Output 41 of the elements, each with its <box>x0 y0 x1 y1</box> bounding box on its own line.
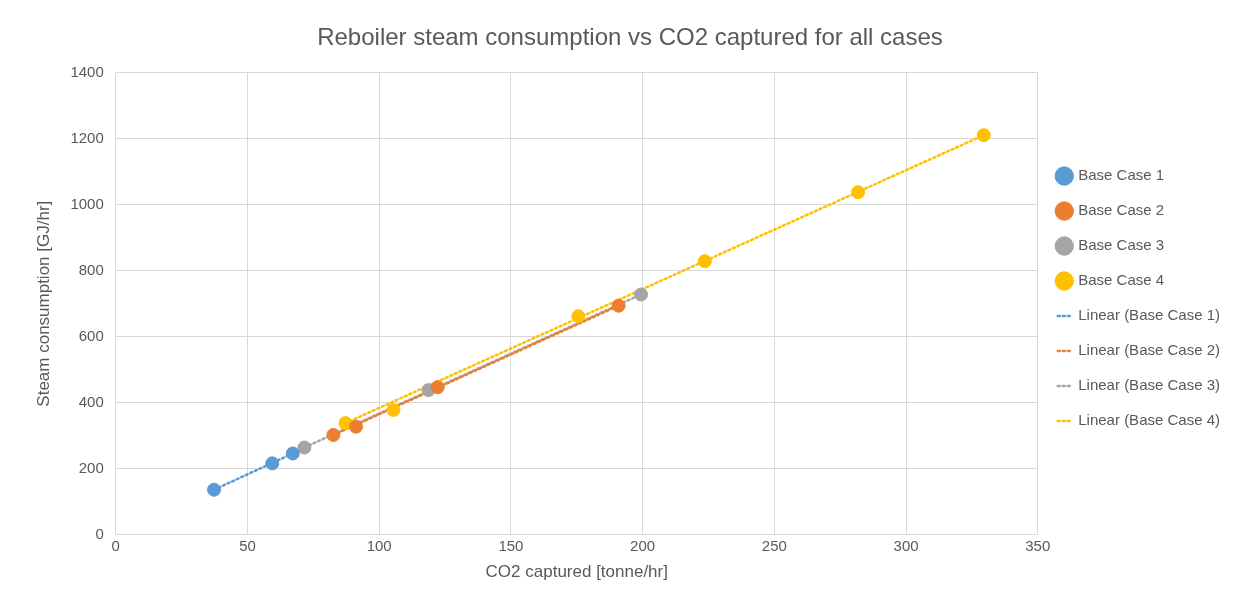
y-tick-label: 800 <box>78 260 104 278</box>
point <box>697 254 712 269</box>
y-tick-label: 1000 <box>70 194 104 212</box>
point <box>386 402 401 417</box>
x-tick-label: 100 <box>366 536 392 554</box>
legend-label: Base Case 3 <box>1078 236 1165 254</box>
point <box>265 456 280 471</box>
chart-title: Reboiler steam consumption vs CO2 captured for all cases <box>317 23 943 51</box>
legend-label: Linear (Base Case 1) <box>1078 306 1221 324</box>
y-axis-title: Steam consumption [GJ/hr] <box>33 200 53 407</box>
point <box>611 298 626 313</box>
point <box>571 309 586 324</box>
x-tick-label: 50 <box>239 536 256 554</box>
legend-label: Linear (Base Case 4) <box>1078 411 1221 429</box>
legend-label: Base Case 2 <box>1078 201 1165 219</box>
point <box>285 446 300 461</box>
y-tick-label: 200 <box>78 458 104 476</box>
y-tick-label: 1400 <box>70 62 104 80</box>
point <box>976 128 991 143</box>
legend-label: Base Case 1 <box>1078 166 1165 184</box>
y-tick-label: 0 <box>95 524 104 542</box>
point <box>851 185 866 200</box>
point <box>326 427 341 442</box>
legend-label: Base Case 4 <box>1078 271 1165 289</box>
x-tick-label: 250 <box>761 536 787 554</box>
x-axis-title: CO2 captured [tonne/hr] <box>485 562 668 582</box>
y-tick-label: 400 <box>78 392 104 410</box>
point <box>430 380 445 395</box>
y-tick-label: 1200 <box>70 128 104 146</box>
x-tick-label: 200 <box>630 536 656 554</box>
point <box>297 440 312 455</box>
x-tick-label: 300 <box>893 536 919 554</box>
point <box>634 287 649 302</box>
point <box>207 482 222 497</box>
legend-label: Linear (Base Case 2) <box>1078 341 1221 359</box>
x-tick-label: 0 <box>111 536 120 554</box>
legend-label: Linear (Base Case 3) <box>1078 376 1221 394</box>
x-tick-label: 150 <box>498 536 524 554</box>
point <box>349 419 364 434</box>
y-tick-label: 600 <box>78 326 104 344</box>
x-tick-label: 350 <box>1025 536 1051 554</box>
